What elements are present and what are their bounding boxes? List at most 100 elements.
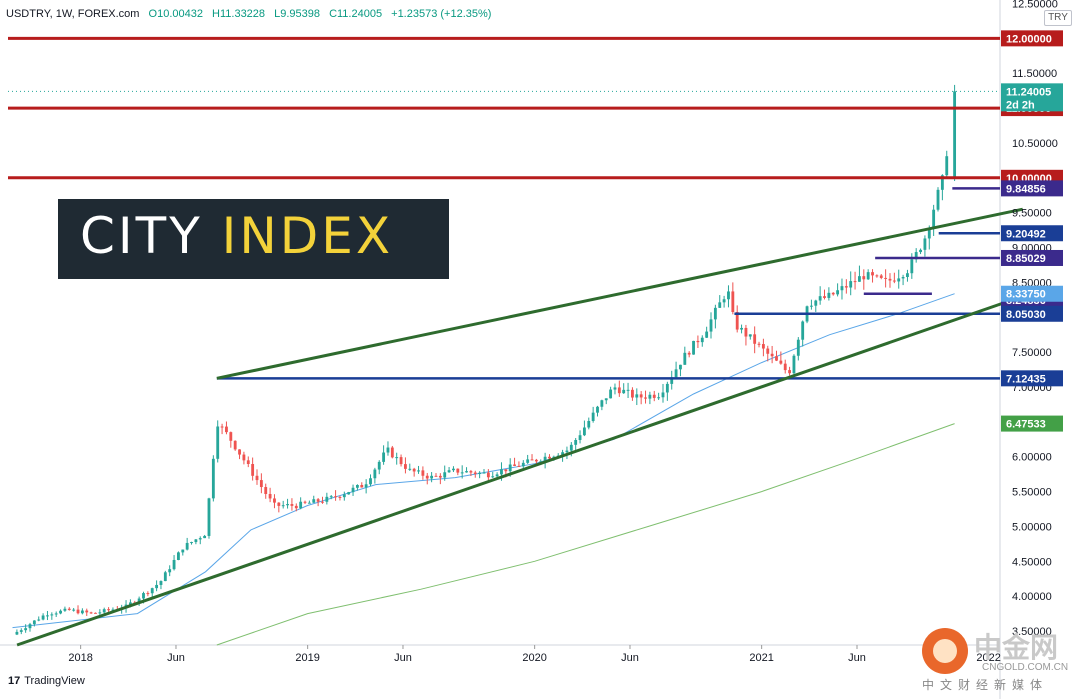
candle-body (76, 609, 80, 614)
candle-body (159, 581, 163, 585)
candle-body (844, 286, 848, 288)
candle-body (425, 475, 429, 479)
tradingview-logo-icon: 17 (8, 675, 21, 687)
price-tag-12.00000: 12.00000 (1006, 33, 1052, 45)
candle-body (866, 272, 870, 280)
logo-text: CITY INDEX (80, 207, 393, 265)
info-tag-6.47533: 6.47533 (1006, 419, 1046, 431)
trendline-channel-top[interactable] (216, 207, 1024, 380)
x-tick-label: Jun (167, 652, 185, 664)
candle-body (622, 389, 626, 394)
candle-body (355, 485, 359, 488)
candle-body (342, 494, 346, 498)
candle-body (146, 593, 150, 595)
candle-body (491, 476, 495, 478)
trendline-channel-bottom[interactable] (16, 294, 1024, 647)
candle-body (661, 392, 665, 398)
candle-body (779, 360, 783, 364)
candle-body (469, 471, 473, 473)
candle-body (203, 535, 207, 539)
candle-body (94, 612, 97, 614)
candle-body (587, 420, 591, 428)
candle-body (814, 300, 818, 306)
x-tick-label: Jun (848, 652, 866, 664)
candle-body (748, 334, 752, 337)
y-tick-label: 6.00000 (1012, 452, 1052, 464)
candle-body (753, 334, 757, 344)
candle-body (238, 449, 241, 455)
candle-body (255, 475, 259, 481)
x-tick-label: 2021 (749, 652, 773, 664)
y-tick-label: 12.50000 (1012, 0, 1058, 10)
candle-body (220, 426, 224, 428)
candle-body (111, 609, 115, 611)
candle-body (59, 610, 62, 614)
candle-body (251, 463, 255, 476)
candle-body (325, 496, 329, 502)
tradingview-brand[interactable]: 17 TradingView (8, 675, 85, 687)
moving-average-ma50 (12, 293, 955, 629)
candle-body (683, 352, 687, 365)
candle-body (818, 296, 822, 301)
price-tag-9.84856: 9.84856 (1006, 183, 1046, 195)
candle-body (486, 472, 490, 478)
candle-body (24, 628, 28, 631)
candle-body (740, 327, 743, 330)
candle-body (482, 472, 486, 474)
candle-body (150, 588, 154, 594)
candle-body (639, 394, 643, 398)
candle-body (172, 559, 176, 570)
candle-body (334, 496, 338, 498)
candle-body (871, 272, 874, 276)
candle-body (225, 426, 228, 433)
candle-body (137, 598, 141, 603)
candle-body (919, 249, 922, 253)
candle-body (500, 469, 503, 475)
info-tag-8.33750-bg (1001, 285, 1063, 302)
candle-body (50, 614, 54, 616)
candle-body (836, 290, 840, 295)
x-tick-label: 2022 (976, 652, 1000, 664)
y-tick-label: 9.50000 (1012, 208, 1052, 220)
candle-body (823, 296, 826, 298)
candle-body (718, 302, 722, 308)
candle-body (923, 238, 927, 250)
candle-body (54, 613, 58, 615)
candle-body (46, 615, 49, 617)
candle-body (377, 461, 381, 470)
price-tag-8.85029-bg (1001, 249, 1063, 266)
candle-body (670, 377, 674, 384)
candle-body (508, 464, 512, 472)
candle-body (98, 612, 102, 614)
candle-body (565, 450, 569, 453)
change-value: +1.23573 (+12.35%) (391, 8, 492, 20)
candle-body (569, 444, 573, 451)
info-tag-6.47533-bg (1001, 415, 1063, 432)
candle-body (539, 461, 543, 463)
candle-body (194, 539, 198, 543)
candle-body (102, 609, 106, 613)
candle-body (386, 447, 390, 453)
currency-button[interactable]: TRY (1044, 10, 1072, 26)
candle-body (713, 307, 717, 320)
y-tick-label: 11.50000 (1012, 68, 1057, 80)
candle-body (181, 549, 185, 553)
candle-body (770, 353, 774, 357)
candle-body (897, 278, 901, 282)
candle-body (940, 175, 944, 190)
candle-body (635, 394, 639, 398)
price-tag-7.12435-bg (1001, 370, 1063, 387)
candle-body (700, 337, 704, 343)
candle-body (198, 538, 202, 540)
candle-body (155, 584, 159, 589)
candle-body (303, 501, 307, 503)
candle-body (582, 427, 586, 436)
candle-body (521, 462, 525, 467)
info-tag-11.24005-bg (1001, 83, 1063, 112)
y-tick-label: 4.00000 (1012, 591, 1052, 603)
candle-body (15, 631, 19, 635)
candle-body (19, 630, 23, 632)
candle-body (792, 355, 796, 374)
symbol-label[interactable]: USDTRY, 1W, FOREX.com (6, 8, 140, 20)
